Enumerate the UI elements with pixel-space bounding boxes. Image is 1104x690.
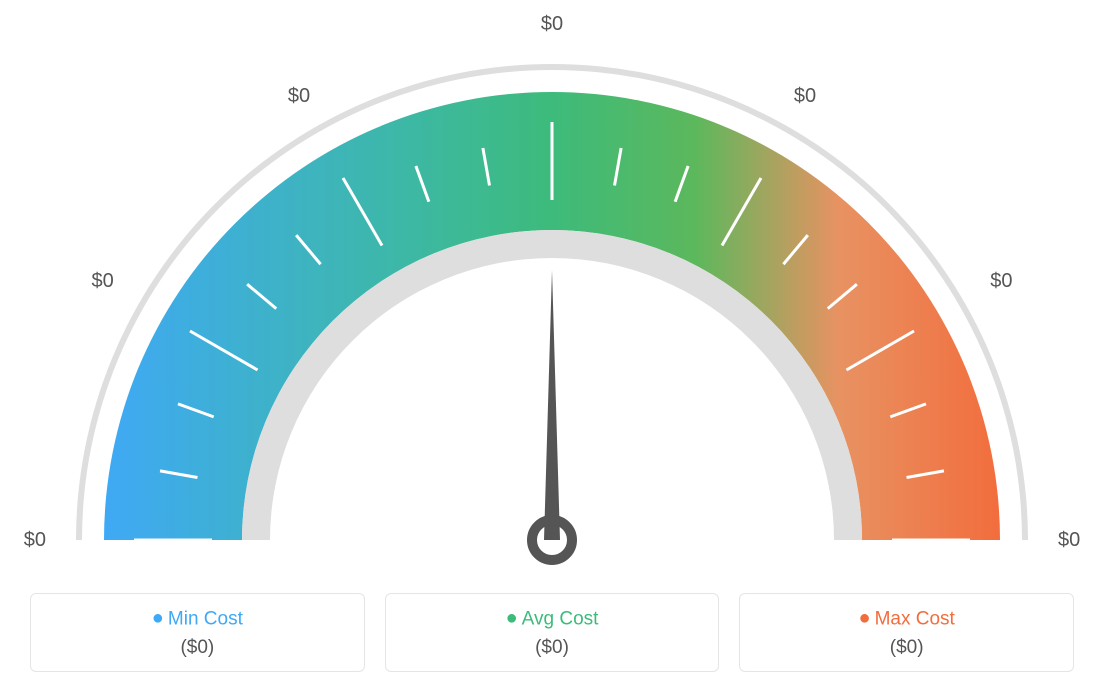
svg-text:$0: $0 [24,529,46,551]
cost-gauge-chart: $0$0$0$0$0$0$0 ●Min Cost ($0) ●Avg Cost … [0,0,1104,690]
legend-row: ●Min Cost ($0) ●Avg Cost ($0) ●Max Cost … [0,593,1104,672]
svg-text:$0: $0 [92,270,114,292]
dot-icon: ● [152,607,164,629]
dot-icon: ● [506,607,518,629]
dot-icon: ● [859,607,871,629]
legend-value-avg: ($0) [386,637,719,659]
legend-title-min: ●Min Cost [31,608,364,631]
svg-text:$0: $0 [794,85,816,107]
svg-text:$0: $0 [288,85,310,107]
legend-title-text: Min Cost [168,609,243,630]
legend-title-avg: ●Avg Cost [386,608,719,631]
legend-value-min: ($0) [31,637,364,659]
legend-box-avg: ●Avg Cost ($0) [385,593,720,672]
svg-text:$0: $0 [541,13,563,35]
legend-title-text: Avg Cost [522,609,599,630]
legend-title-text: Max Cost [875,609,955,630]
gauge-svg: $0 $0 $0 $0 $0 $0 $0 [0,0,1104,580]
legend-box-min: ●Min Cost ($0) [30,593,365,672]
svg-text:$0: $0 [1058,529,1080,551]
legend-value-max: ($0) [740,637,1073,659]
legend-box-max: ●Max Cost ($0) [739,593,1074,672]
legend-title-max: ●Max Cost [740,608,1073,631]
svg-text:$0: $0 [990,270,1012,292]
